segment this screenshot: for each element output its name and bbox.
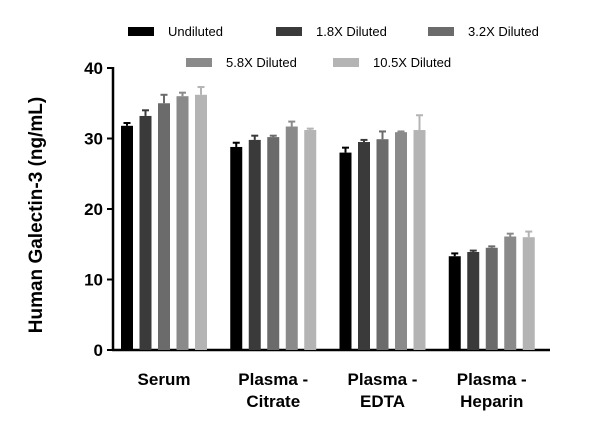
y-tick-label: 0 bbox=[94, 341, 103, 360]
y-tick-label: 40 bbox=[84, 59, 103, 78]
bar bbox=[413, 130, 426, 350]
legend-swatch bbox=[276, 27, 302, 36]
x-tick-label: Plasma - bbox=[457, 370, 527, 389]
legend-item-3-2x: 3.2X Diluted bbox=[428, 24, 539, 39]
bar bbox=[195, 94, 207, 350]
bar bbox=[158, 103, 170, 350]
bar bbox=[304, 130, 317, 350]
legend-swatch bbox=[186, 58, 212, 67]
legend-label: 5.8X Diluted bbox=[226, 55, 297, 70]
legend-label: 10.5X Diluted bbox=[373, 55, 452, 70]
bar bbox=[339, 152, 352, 350]
bar bbox=[139, 115, 152, 350]
legend-item-undiluted: Undiluted bbox=[128, 24, 223, 39]
bar bbox=[121, 125, 133, 350]
legend-swatch bbox=[333, 58, 359, 67]
legend-item-10-5x: 10.5X Diluted bbox=[333, 55, 451, 70]
y-axis-label: Human Galectin-3 (ng/mL) bbox=[26, 97, 47, 333]
bar bbox=[467, 252, 480, 350]
x-tick-label: Serum bbox=[138, 370, 191, 389]
x-tick-label: EDTA bbox=[360, 392, 405, 411]
bar bbox=[230, 146, 243, 350]
bar bbox=[485, 247, 498, 350]
y-tick-label: 20 bbox=[84, 200, 103, 219]
legend-item-5-8x: 5.8X Diluted bbox=[186, 55, 297, 70]
x-tick-label: Plasma - bbox=[238, 370, 308, 389]
legend-item-1-8x: 1.8X Diluted bbox=[276, 24, 387, 39]
bar bbox=[376, 139, 389, 350]
legend-label: Undiluted bbox=[168, 24, 223, 39]
bar bbox=[176, 96, 189, 350]
bar bbox=[504, 236, 517, 350]
bar bbox=[358, 142, 370, 350]
legend-label: 1.8X Diluted bbox=[316, 24, 387, 39]
bar bbox=[448, 256, 461, 350]
legend-label: 3.2X Diluted bbox=[468, 24, 539, 39]
x-tick-label: Citrate bbox=[246, 392, 300, 411]
bar bbox=[285, 126, 298, 350]
x-tick-label: Heparin bbox=[460, 392, 523, 411]
legend-swatch bbox=[128, 27, 154, 36]
y-tick-label: 30 bbox=[84, 130, 103, 149]
legend-swatch bbox=[428, 27, 454, 36]
bar bbox=[522, 237, 535, 350]
bar bbox=[267, 137, 280, 350]
bar bbox=[395, 132, 407, 350]
x-tick-label: Plasma - bbox=[348, 370, 418, 389]
y-tick-label: 10 bbox=[84, 271, 103, 290]
bar bbox=[248, 139, 261, 350]
